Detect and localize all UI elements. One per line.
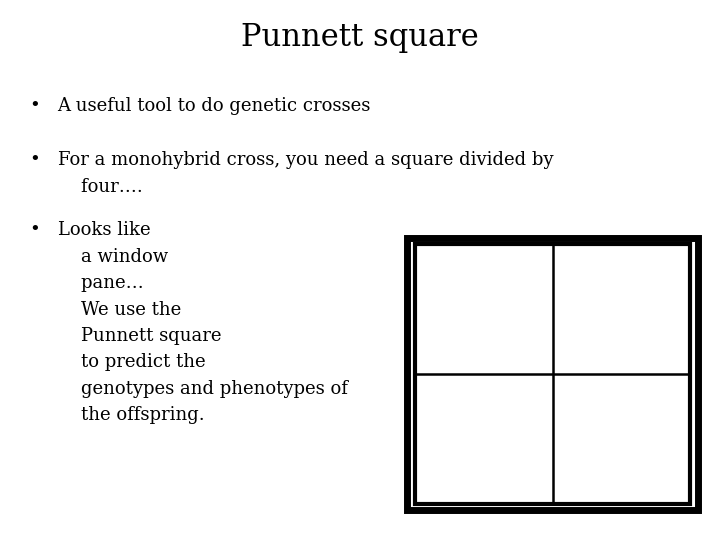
Text: Punnett square: Punnett square — [241, 22, 479, 52]
Text: •: • — [29, 151, 40, 169]
Text: For a monohybrid cross, you need a square divided by
    four….: For a monohybrid cross, you need a squar… — [58, 151, 553, 195]
Text: •: • — [29, 221, 40, 239]
Text: Looks like
    a window
    pane…
    We use the
    Punnett square
    to predi: Looks like a window pane… We use the Pun… — [58, 221, 348, 424]
Text: •: • — [29, 97, 40, 115]
Text: A useful tool to do genetic crosses: A useful tool to do genetic crosses — [58, 97, 371, 115]
Bar — [415, 244, 690, 504]
Bar — [407, 238, 698, 510]
